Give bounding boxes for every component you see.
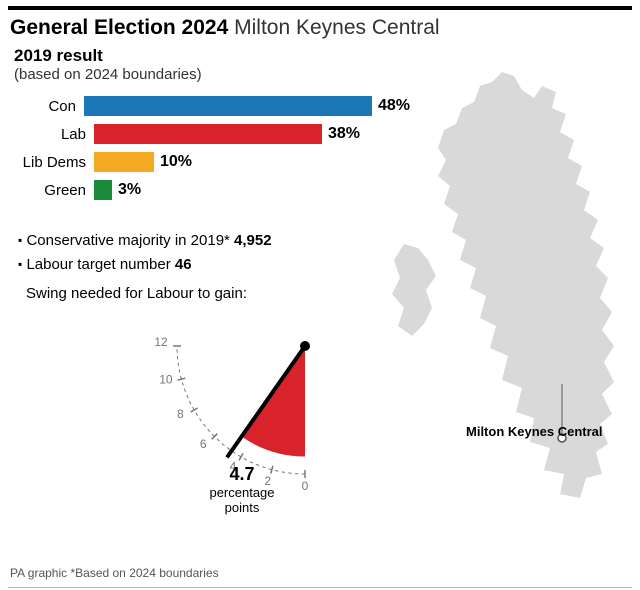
- bar-label: Lab: [14, 126, 94, 143]
- footer-text: PA graphic *Based on 2024 boundaries: [10, 566, 219, 580]
- footer-rule: [8, 587, 632, 588]
- bar-pct: 10%: [154, 153, 192, 171]
- bar-track: 38%: [94, 124, 410, 144]
- subheading: 2019 result: [0, 44, 640, 66]
- bar-row: Lab 38%: [14, 123, 410, 145]
- bar-row: Con48%: [14, 95, 410, 117]
- bar-fill: [94, 180, 112, 200]
- bar-chart: Con48% Lab 38% Lib Dems 10% Green 3%: [0, 91, 410, 201]
- title-bold: General Election 2024: [10, 16, 228, 39]
- bar-label: Green: [14, 182, 94, 199]
- bar-fill: [94, 124, 322, 144]
- map-label: Milton Keynes Central: [466, 424, 616, 439]
- bar-fill: [84, 96, 372, 116]
- bullet1-text: Conservative majority in 2019*: [26, 232, 234, 249]
- bullet2-bold: 46: [175, 256, 192, 273]
- bar-pct: 38%: [322, 125, 360, 143]
- bar-track: 3%: [94, 180, 410, 200]
- swing-value: 4.7: [202, 464, 282, 485]
- swing-unit: percentage points: [202, 485, 282, 515]
- swing-gauge: 024681012 4.7 percentage points: [130, 326, 360, 516]
- bar-fill: [94, 152, 154, 172]
- uk-map: Milton Keynes Central: [384, 64, 634, 544]
- svg-text:0: 0: [302, 479, 309, 493]
- bar-track: 48%: [84, 96, 410, 116]
- svg-text:10: 10: [159, 372, 173, 386]
- swing-value-block: 4.7 percentage points: [202, 464, 282, 515]
- title-light: Milton Keynes Central: [228, 16, 439, 39]
- bar-label: Lib Dems: [14, 154, 94, 171]
- bar-row: Green 3%: [14, 179, 410, 201]
- bullet1-bold: 4,952: [234, 232, 272, 249]
- bar-row: Lib Dems 10%: [14, 151, 410, 173]
- page-title: General Election 2024 Milton Keynes Cent…: [0, 10, 640, 44]
- bar-track: 10%: [94, 152, 410, 172]
- bar-label: Con: [14, 98, 84, 115]
- svg-text:8: 8: [177, 407, 184, 421]
- bullet2-text: Labour target number: [26, 256, 174, 273]
- svg-text:12: 12: [154, 335, 168, 349]
- bar-pct: 3%: [112, 181, 141, 199]
- svg-text:6: 6: [200, 437, 207, 451]
